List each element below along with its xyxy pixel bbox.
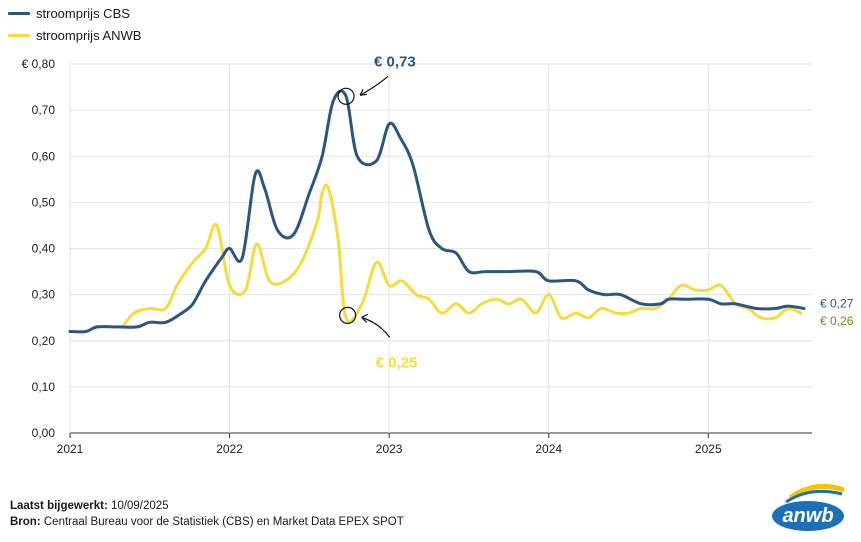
legend-swatch-anwb [8, 33, 30, 37]
legend-item-anwb: stroomprijs ANWB [8, 24, 141, 46]
series-line-anwb [121, 183, 803, 329]
line-chart: € 0,800,700,600,500,400,300,200,100,0020… [22, 53, 854, 456]
y-tick-label: 0,10 [32, 380, 56, 394]
y-tick-label: 0,00 [32, 426, 56, 440]
source: Bron: Centraal Bureau voor de Statistiek… [10, 514, 404, 530]
legend-swatch-cbs [8, 11, 30, 15]
x-tick-label: 2023 [376, 442, 403, 456]
y-tick-label: 0,50 [32, 195, 56, 209]
last-updated: Laatst bijgewerkt: 10/09/2025 [10, 498, 404, 514]
annotation-arrowhead-low [361, 313, 368, 323]
legend-label-anwb: stroomprijs ANWB [36, 27, 142, 43]
annotation-label-peak: € 0,73 [374, 53, 416, 70]
annotation-label-low: € 0,25 [376, 354, 418, 371]
end-label-cbs: € 0,27 [820, 296, 854, 310]
y-tick-label: € 0,80 [22, 57, 56, 71]
last-updated-label: Laatst bijgewerkt: [10, 500, 108, 512]
y-tick-label: 0,20 [32, 334, 56, 348]
series-line-cbs [68, 89, 806, 334]
annotation-arrowhead-peak [359, 89, 368, 96]
source-label: Bron: [10, 516, 41, 528]
y-tick-label: 0,40 [32, 242, 56, 256]
logo-text: anwb [782, 505, 833, 527]
annotation-arrow-peak [359, 75, 389, 96]
annotation-circle-low [339, 306, 357, 324]
footer: Laatst bijgewerkt: 10/09/2025 Bron: Cent… [10, 498, 404, 530]
legend-label-cbs: stroomprijs CBS [36, 5, 130, 21]
annotation-arrow-low [361, 316, 391, 338]
end-label-anwb: € 0,26 [820, 314, 854, 328]
x-tick-label: 2024 [535, 442, 562, 456]
legend: stroomprijs CBS stroomprijs ANWB [8, 2, 141, 46]
y-tick-label: 0,30 [32, 288, 56, 302]
legend-item-cbs: stroomprijs CBS [8, 2, 141, 24]
annotation-circle-peak [337, 87, 355, 105]
x-tick-label: 2021 [57, 442, 84, 456]
last-updated-value: 10/09/2025 [110, 500, 169, 512]
x-tick-label: 2025 [695, 442, 722, 456]
x-tick-label: 2022 [216, 442, 243, 456]
y-tick-label: 0,60 [32, 149, 56, 163]
anwb-logo: anwb [772, 483, 845, 531]
source-value: Centraal Bureau voor de Statistiek (CBS)… [43, 516, 404, 528]
y-tick-label: 0,70 [32, 103, 56, 117]
